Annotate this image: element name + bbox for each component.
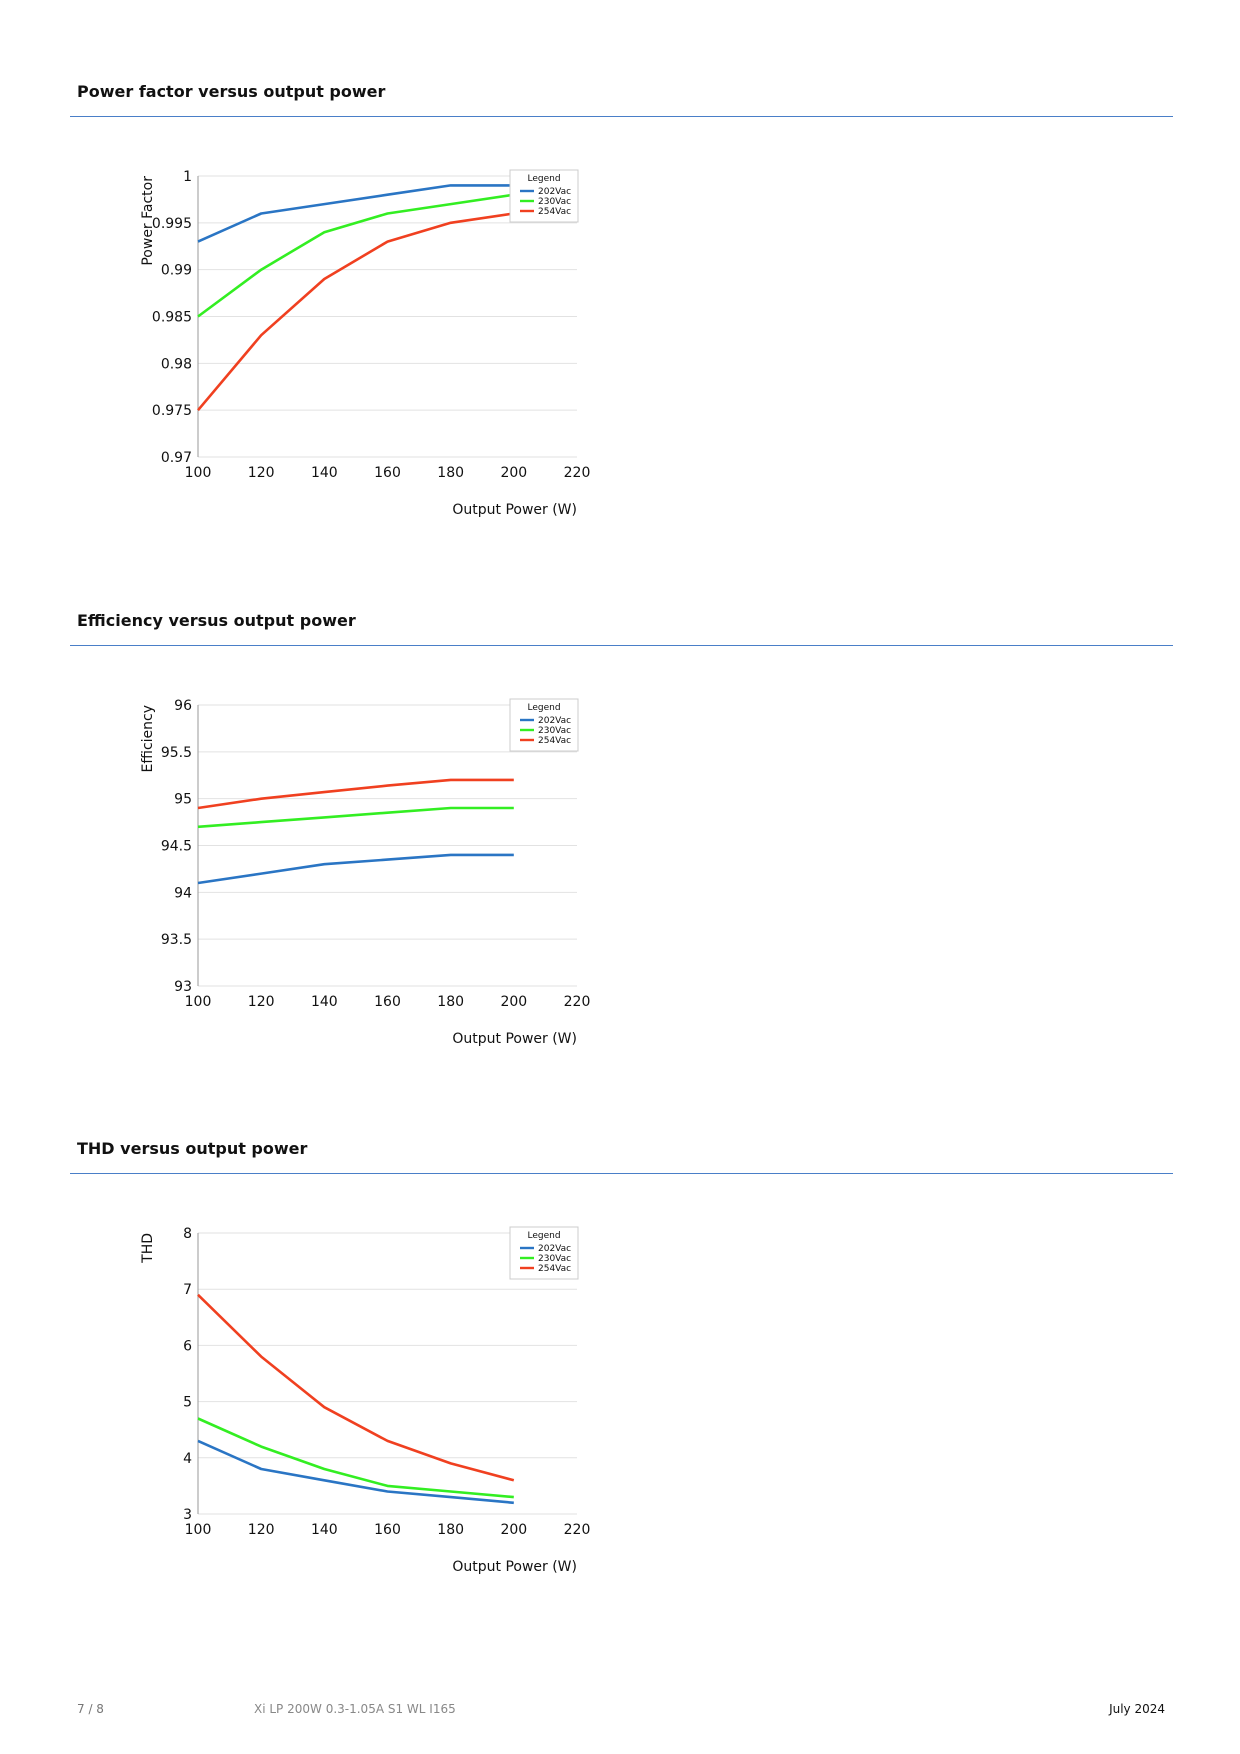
legend-label: 254Vac [538,207,571,217]
y-tick-label: 0.995 [152,216,192,232]
x-axis-title: Output Power (W) [452,1559,577,1575]
x-tick-label: 200 [500,465,527,481]
x-axis-title: Output Power (W) [452,502,577,518]
section-efficiency: Efficiency versus output power 96 95.5 95 9… [0,529,1240,1049]
x-tick-label: 200 [500,1522,527,1538]
x-tick-label: 140 [311,1522,338,1538]
y-axis-title: THD [140,1233,156,1264]
x-tick-label: 140 [311,994,338,1010]
y-tick-label: 0.97 [161,450,192,466]
x-tick-label: 120 [248,1522,275,1538]
x-tick-label: 100 [185,994,212,1010]
y-tick-label: 0.99 [161,263,192,279]
legend-box [509,698,579,752]
section-title: Power factor versus output power [77,82,386,101]
footer-product-name: Xi LP 200W 0.3-1.05A S1 WL I165 [254,1702,456,1716]
series-line-254Vac [197,1293,515,1482]
series-line-202Vac [197,1439,514,1505]
series-line-230Vac [197,193,514,318]
y-tick-label: 4 [183,1451,192,1467]
x-tick-label: 140 [311,465,338,481]
y-tick-label: 93.5 [161,932,192,948]
y-tick-label: 94.5 [161,839,192,855]
y-tick-label: 6 [183,1338,192,1354]
series-line-202Vac [197,184,514,243]
legend-box [509,1226,579,1280]
y-tick-label: 0.985 [152,310,192,326]
section-divider [70,645,1173,646]
x-tick-label: 120 [248,465,275,481]
legend-label: 254Vac [538,1264,571,1274]
y-tick-label: 5 [183,1395,192,1411]
y-tick-label: 1 [183,169,192,185]
y-tick-label: 94 [174,885,192,901]
y-tick-label: 96 [174,698,192,714]
x-tick-label: 160 [374,465,401,481]
y-tick-label: 0.975 [152,403,192,419]
section-power-factor: Power factor versus output power 1 0.995 0… [0,0,1240,520]
x-tick-label: 220 [564,1522,591,1538]
legend-label: 202Vac [538,716,571,726]
x-axis-title: Output Power (W) [452,1031,577,1047]
series-line-230Vac [197,806,514,829]
footer-page-number: 7 / 8 [77,1702,104,1716]
legend-label: 230Vac [538,197,571,207]
y-tick-label: 0.98 [161,356,192,372]
legend-label: 230Vac [538,1254,571,1264]
x-tick-label: 120 [248,994,275,1010]
series-line-230Vac [197,1417,514,1499]
section-divider [70,116,1173,117]
x-tick-label: 180 [437,994,464,1010]
x-tick-label: 200 [500,994,527,1010]
legend-title: Legend [527,703,560,713]
x-tick-label: 180 [437,1522,464,1538]
series-line-202Vac [197,853,514,885]
section-thd: THD versus output power 8 7 6 5 4 3 100 120 140 1… [0,1057,1240,1577]
y-tick-label: 95 [174,792,192,808]
series-line-254Vac [197,212,514,412]
y-tick-label: 8 [183,1226,192,1242]
y-tick-label: 95.5 [161,745,192,761]
section-divider [70,1173,1173,1174]
legend-box [509,169,579,223]
x-tick-label: 100 [185,1522,212,1538]
y-tick-label: 7 [183,1282,192,1298]
x-tick-label: 220 [564,994,591,1010]
y-tick-label: 93 [174,979,192,995]
legend-label: 202Vac [538,187,571,197]
series-line-254Vac [197,778,514,810]
section-title: THD versus output power [77,1139,308,1158]
footer-date: July 2024 [1109,1702,1165,1716]
y-tick-label: 3 [183,1507,192,1523]
legend-title: Legend [527,174,560,184]
legend-label: 230Vac [538,726,571,736]
x-tick-label: 160 [374,994,401,1010]
section-title: Efficiency versus output power [77,611,356,630]
x-tick-label: 180 [437,465,464,481]
y-axis-title: Efficiency [140,705,156,772]
legend-title: Legend [527,1231,560,1241]
legend-label: 202Vac [538,1244,571,1254]
x-tick-label: 100 [185,465,212,481]
x-tick-label: 160 [374,1522,401,1538]
y-axis-title: Power Factor [140,176,156,266]
legend-label: 254Vac [538,736,571,746]
x-tick-label: 220 [564,465,591,481]
